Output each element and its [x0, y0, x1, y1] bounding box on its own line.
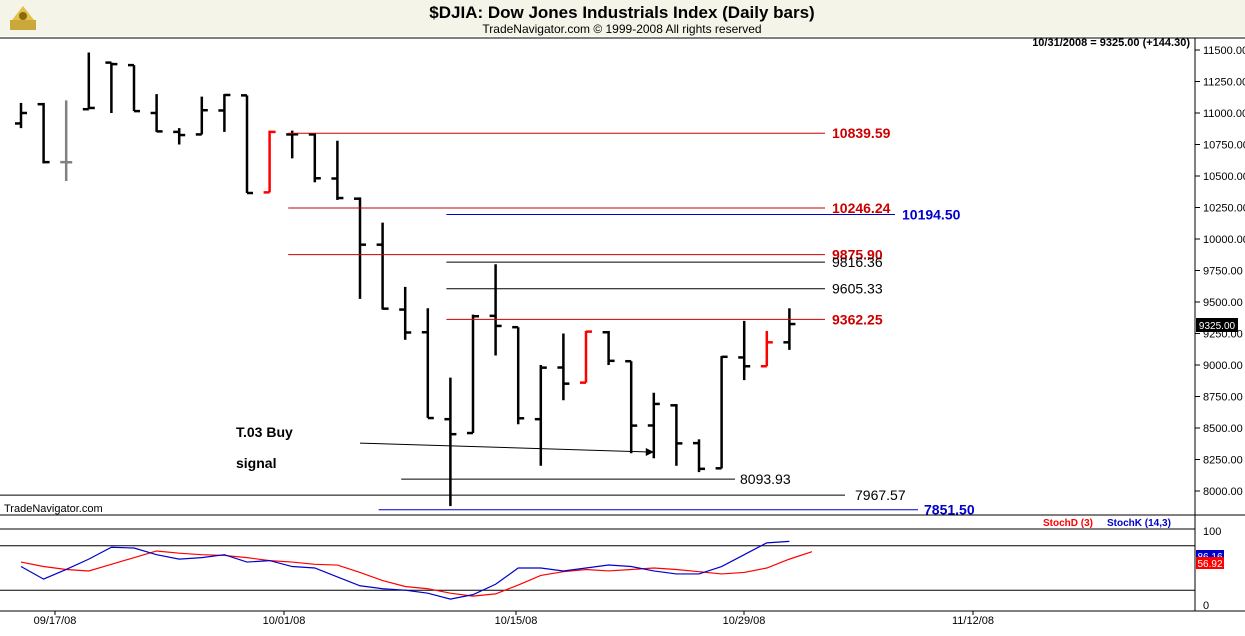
stoch-tick-label: 100 — [1203, 526, 1221, 538]
date-tick-label: 09/17/08 — [34, 615, 77, 627]
level-label: 10246.24 — [832, 200, 891, 216]
level-label: 7851.50 — [924, 502, 975, 518]
stoch-k-legend: StochK (14,3) — [1107, 518, 1171, 529]
date-axis: 09/17/08 10/01/08 10/15/08 10/29/08 11/12/08 — [34, 611, 994, 627]
price-tick-label: 8000.00 — [1203, 486, 1243, 498]
ohlc-bar — [760, 330, 773, 368]
price-tick-label: 10000.00 — [1203, 234, 1245, 246]
date-tick-label: 10/29/08 — [723, 615, 766, 627]
price-axis: 11500.00 11250.00 11000.00 10750.00 10500.00… — [1195, 45, 1245, 498]
annotation-line-1: T.03 Buy — [236, 424, 293, 440]
ohlc-bar — [241, 94, 253, 195]
ohlc-bar — [399, 286, 412, 340]
ohlc-bar — [512, 325, 525, 425]
stoch-line — [20, 540, 790, 600]
annotation-arrow — [359, 442, 648, 453]
price-tick-label: 9750.00 — [1203, 266, 1243, 278]
ohlc-bar — [738, 320, 751, 381]
ohlc-bar — [37, 102, 50, 164]
trade-navigator-logo-icon — [10, 6, 36, 30]
price-bars — [15, 52, 796, 507]
stoch-line — [20, 550, 813, 597]
price-tick-label: 11000.00 — [1203, 108, 1245, 120]
ohlc-bar — [60, 100, 73, 182]
level-label: 9816.36 — [832, 254, 883, 270]
level-label: 8093.93 — [740, 471, 791, 487]
stoch-tick-label: 0 — [1203, 600, 1209, 612]
level-label: 10839.59 — [832, 125, 891, 141]
ohlc-bar — [128, 63, 140, 113]
ohlc-bar — [489, 264, 502, 356]
stoch-d-value: 56.92 — [1197, 559, 1222, 570]
level-label: 9605.33 — [832, 281, 883, 297]
ohlc-bar — [467, 314, 479, 435]
ohlc-bar — [783, 308, 796, 350]
date-tick-label: 11/12/08 — [952, 615, 994, 627]
ohlc-bar — [15, 102, 27, 129]
date-tick-label: 10/01/08 — [263, 615, 306, 627]
ohlc-bar — [444, 377, 457, 507]
ohlc-bar — [670, 404, 683, 466]
stochastic-panel: 100086.1656.92 — [0, 526, 1224, 612]
price-tick-label: 11500.00 — [1203, 45, 1245, 57]
ohlc-bar — [218, 93, 231, 132]
buy-signal-annotation: T.03 Buy signal — [236, 424, 654, 471]
annotation-line-2: signal — [236, 455, 276, 471]
ohlc-bar — [557, 333, 570, 401]
level-label: 7967.57 — [855, 487, 906, 503]
ohlc-bar — [286, 130, 299, 159]
current-price-label: 9325.00 — [1199, 321, 1236, 332]
price-tick-label: 8250.00 — [1203, 455, 1243, 467]
ohlc-bar — [82, 52, 95, 111]
level-label: 10194.50 — [902, 206, 961, 222]
ohlc-bar — [625, 359, 638, 454]
ohlc-bar — [195, 96, 208, 136]
ohlc-bar — [331, 140, 344, 200]
ohlc-bar — [421, 308, 434, 420]
ohlc-bar — [715, 355, 728, 470]
ohlc-bar — [534, 365, 547, 466]
price-tick-label: 10250.00 — [1203, 203, 1245, 215]
stoch-d-legend: StochD (3) — [1043, 518, 1093, 529]
ohlc-bar — [354, 197, 366, 299]
level-label: 9875.90 — [832, 247, 883, 263]
date-tick-label: 10/15/08 — [495, 615, 538, 627]
ohlc-bar — [263, 130, 276, 194]
level-label: 9362.25 — [832, 311, 883, 327]
ohlc-bar — [602, 330, 615, 365]
ohlc-bar — [693, 439, 705, 473]
ohlc-bar — [173, 128, 186, 145]
ohlc-bar — [105, 61, 118, 113]
stoch-d-value-tag — [1196, 557, 1224, 569]
price-tick-label: 9500.00 — [1203, 297, 1243, 309]
ohlc-bar — [580, 330, 592, 384]
watermark: TradeNavigator.com — [4, 503, 103, 515]
arrow-head-icon — [645, 447, 654, 456]
ohlc-bar — [647, 392, 660, 459]
price-tick-label: 10750.00 — [1203, 140, 1245, 152]
header-band — [0, 0, 1245, 36]
price-tick-label: 11250.00 — [1203, 77, 1245, 89]
price-tick-label: 10500.00 — [1203, 171, 1245, 183]
price-tick-label: 8750.00 — [1203, 392, 1243, 404]
ohlc-bar — [376, 222, 389, 310]
chart-title: $DJIA: Dow Jones Industrials Index (Dail… — [429, 3, 814, 22]
current-price-tag — [1196, 318, 1238, 332]
ohlc-bar — [308, 133, 321, 183]
quote-readout: 10/31/2008 = 9325.00 (+144.30) — [1032, 37, 1190, 49]
ohlc-bar — [150, 94, 163, 133]
chart-subtitle: TradeNavigator.com © 1999-2008 All right… — [482, 22, 761, 36]
price-tick-label: 9000.00 — [1203, 360, 1243, 372]
price-tick-label: 8500.00 — [1203, 423, 1243, 435]
